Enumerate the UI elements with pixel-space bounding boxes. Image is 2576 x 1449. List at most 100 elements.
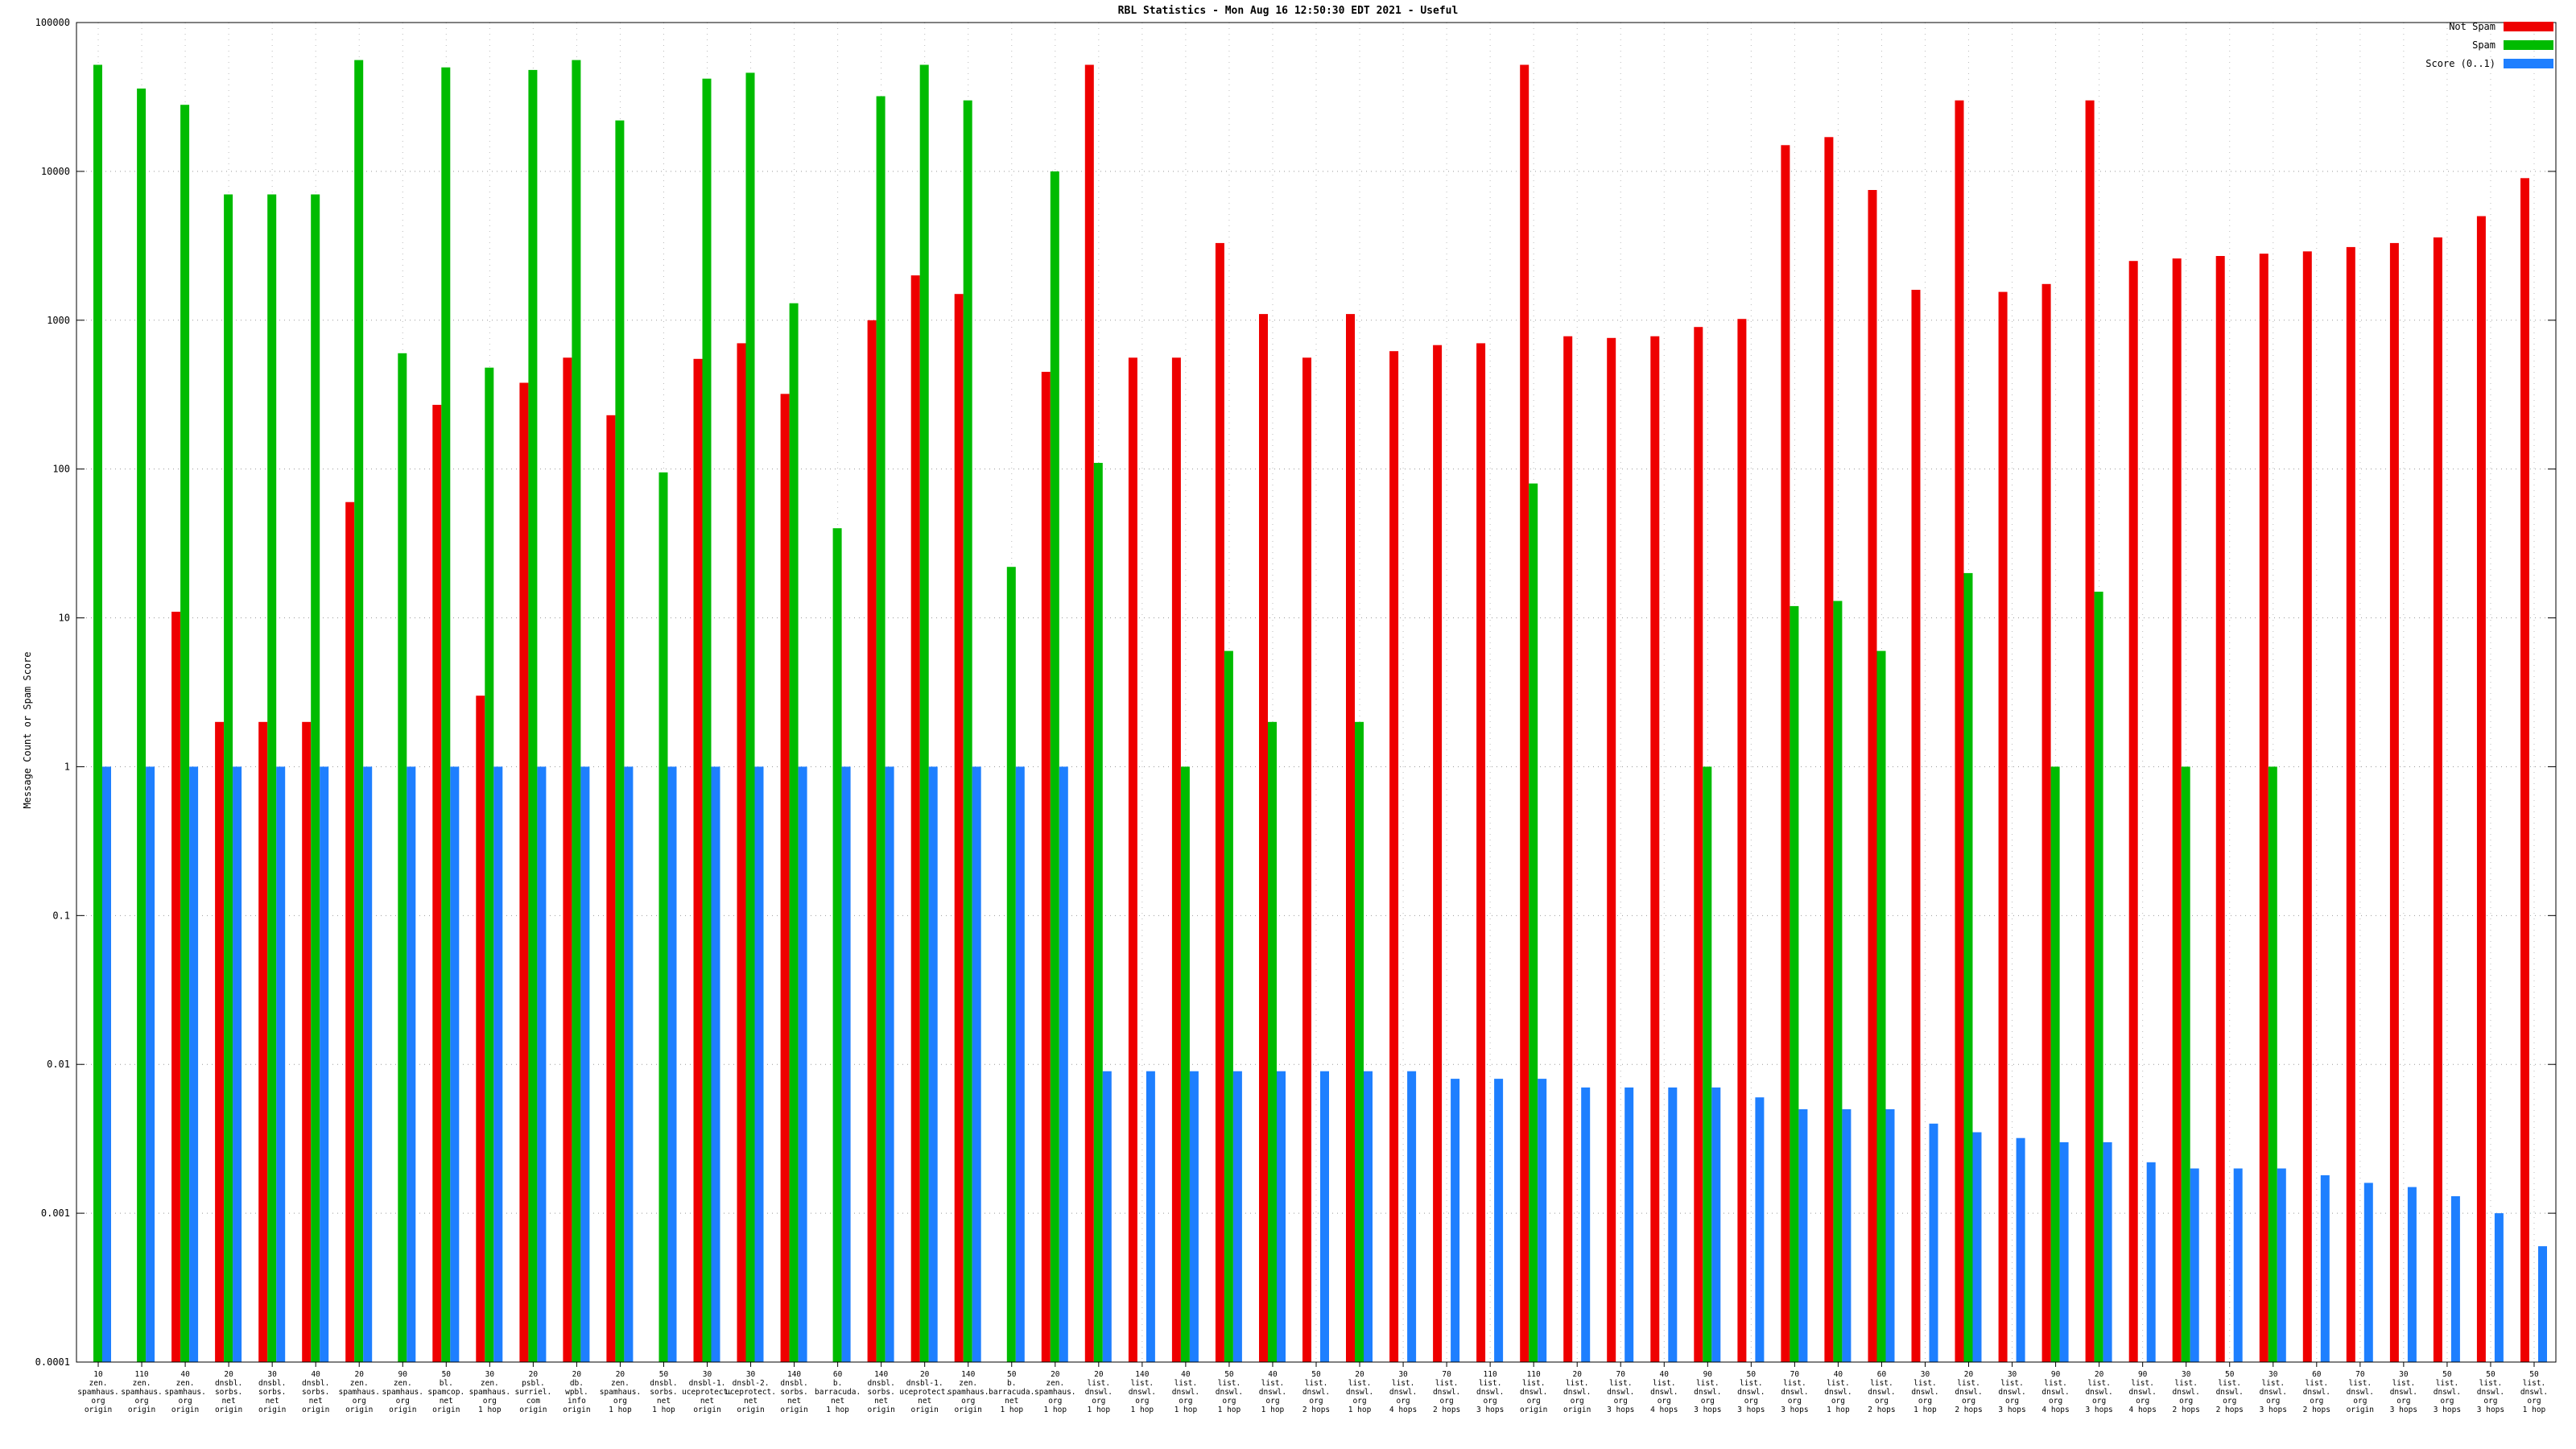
- bar-score: [711, 766, 720, 1362]
- bar-spam: [1355, 721, 1364, 1362]
- bar-score: [928, 766, 938, 1362]
- bar-not-spam: [1433, 345, 1443, 1363]
- bar-score: [1320, 1071, 1329, 1362]
- x-tick-label: 30 list. dnswl. org 3 hops: [2390, 1370, 2417, 1414]
- bar-score: [2450, 1196, 2460, 1362]
- legend-swatch-score: [2504, 59, 2553, 68]
- x-tick-label: 90 list. dnswl. org 3 hops: [1694, 1370, 1721, 1414]
- bar-not-spam: [1868, 190, 1877, 1362]
- bar-not-spam: [2041, 283, 2051, 1362]
- bar-not-spam: [780, 394, 790, 1362]
- bar-score: [1885, 1108, 1895, 1362]
- x-tick-label: 60 b. barracuda. net 1 hop: [815, 1370, 861, 1414]
- bar-not-spam: [1737, 319, 1747, 1363]
- x-tick-label: 60 list. dnswl. org 2 hops: [1868, 1370, 1895, 1414]
- legend-swatch-spam: [2504, 40, 2553, 50]
- x-tick-label: 20 zen. spamhaus. org 1 hop: [600, 1370, 641, 1414]
- bar-not-spam: [1694, 327, 1703, 1363]
- bar-score: [754, 766, 764, 1362]
- bar-spam: [832, 528, 842, 1363]
- bar-spam: [354, 60, 364, 1363]
- bar-score: [1581, 1087, 1591, 1362]
- x-tick-label: 40 list. dnswl. org 1 hop: [1172, 1370, 1199, 1414]
- bar-not-spam: [1563, 336, 1573, 1363]
- bar-not-spam: [1520, 64, 1530, 1362]
- x-tick-label: 140 dnsbl. sorbs. net origin: [867, 1370, 894, 1414]
- bar-score: [1364, 1071, 1373, 1362]
- bar-spam: [1529, 483, 1538, 1362]
- bar-not-spam: [1911, 290, 1921, 1362]
- x-tick-label: 10 zen. spamhaus. org origin: [77, 1370, 118, 1414]
- x-tick-label: 40 dnsbl. sorbs. net origin: [302, 1370, 329, 1414]
- x-tick-label: 40 zen. spamhaus. org origin: [164, 1370, 205, 1414]
- bar-spam: [1006, 567, 1016, 1362]
- bar-not-spam: [867, 320, 877, 1362]
- bar-spam: [1268, 721, 1277, 1362]
- bar-spam: [1703, 766, 1712, 1362]
- bar-score: [450, 766, 460, 1362]
- chart-legend: Not Spam Spam Score (0..1): [2425, 21, 2553, 69]
- x-tick-label: 50 b. barracuda. net 1 hop: [989, 1370, 1034, 1414]
- x-tick-label: 50 list. dnswl. org 1 hop: [2520, 1370, 2548, 1414]
- x-tick-label: 20 dnsbl. sorbs. net origin: [215, 1370, 242, 1414]
- x-tick-label: 30 list. dnswl. org 4 hops: [1389, 1370, 1417, 1414]
- bar-score: [2059, 1141, 2069, 1362]
- bar-score: [841, 766, 851, 1362]
- x-tick-label: 30 list. dnswl. org 2 hops: [2173, 1370, 2200, 1414]
- x-tick-label: 40 list. dnswl. org 1 hop: [1824, 1370, 1852, 1414]
- bar-not-spam: [432, 404, 442, 1362]
- legend-label-spam: Spam: [2472, 39, 2496, 51]
- bar-score: [407, 766, 416, 1362]
- x-tick-label: 90 list. dnswl. org 4 hops: [2041, 1370, 2069, 1414]
- legend-swatch-not-spam: [2504, 22, 2553, 31]
- bar-score: [885, 766, 894, 1362]
- x-tick-label: 110 list. dnswl. org origin: [1520, 1370, 1547, 1414]
- bar-score: [2363, 1183, 2373, 1362]
- bar-spam: [441, 67, 451, 1363]
- bar-spam: [485, 367, 494, 1363]
- bar-not-spam: [954, 294, 964, 1363]
- x-tick-label: 20 zen. spamhaus. org 1 hop: [1034, 1370, 1075, 1414]
- x-tick-label: 40 list. dnswl. org 4 hops: [1650, 1370, 1678, 1414]
- bar-not-spam: [302, 721, 312, 1362]
- y-tick-label: 1: [64, 761, 70, 772]
- x-tick-label: 20 db. wpbl. info origin: [563, 1370, 590, 1414]
- bar-spam: [1093, 463, 1103, 1362]
- x-tick-label: 140 list. dnswl. org 1 hop: [1129, 1370, 1156, 1414]
- y-tick-label: 10: [59, 613, 70, 624]
- x-tick-label: 50 list. dnswl. org 3 hops: [2477, 1370, 2504, 1414]
- x-tick-label: 50 list. dnswl. org 2 hops: [1302, 1370, 1330, 1414]
- x-tick-label: 40 list. dnswl. org 1 hop: [1259, 1370, 1286, 1414]
- bar-spam: [93, 64, 102, 1362]
- x-tick-label: 70 list. dnswl. org 3 hops: [1781, 1370, 1808, 1414]
- bar-score: [363, 766, 373, 1362]
- bar-score: [2103, 1141, 2112, 1362]
- bar-not-spam: [2302, 251, 2312, 1362]
- x-tick-label: 50 list. dnswl. org 2 hops: [2216, 1370, 2244, 1414]
- bar-not-spam: [1259, 314, 1268, 1363]
- bar-not-spam: [2476, 216, 2486, 1362]
- x-tick-label: 140 zen. spamhaus. org origin: [947, 1370, 989, 1414]
- legend-item-spam: Spam: [2425, 39, 2553, 51]
- bar-not-spam: [2346, 246, 2355, 1362]
- bar-not-spam: [1607, 337, 1616, 1362]
- bar-score: [1189, 1071, 1199, 1362]
- bar-not-spam: [2215, 256, 2225, 1362]
- bar-spam: [963, 100, 972, 1363]
- x-tick-label: 20 list. dnswl. org 1 hop: [1085, 1370, 1113, 1414]
- chart-title: RBL Statistics - Mon Aug 16 12:50:30 EDT…: [1117, 5, 1459, 17]
- bar-score: [1538, 1079, 1547, 1362]
- bar-spam: [224, 194, 233, 1362]
- x-tick-label: 90 list. dnswl. org 4 hops: [2129, 1370, 2157, 1414]
- x-tick-label: 30 dnsbl-2. uceprotect. net origin: [725, 1370, 776, 1414]
- x-tick-label: 50 list. dnswl. org 1 hop: [1216, 1370, 1243, 1414]
- bar-not-spam: [1346, 314, 1355, 1363]
- bar-score: [537, 766, 547, 1362]
- bar-spam: [919, 64, 929, 1362]
- bar-spam: [267, 194, 277, 1362]
- bar-spam: [1833, 601, 1843, 1362]
- bar-not-spam: [1171, 357, 1181, 1362]
- bar-score: [972, 766, 981, 1362]
- bar-spam: [572, 60, 581, 1363]
